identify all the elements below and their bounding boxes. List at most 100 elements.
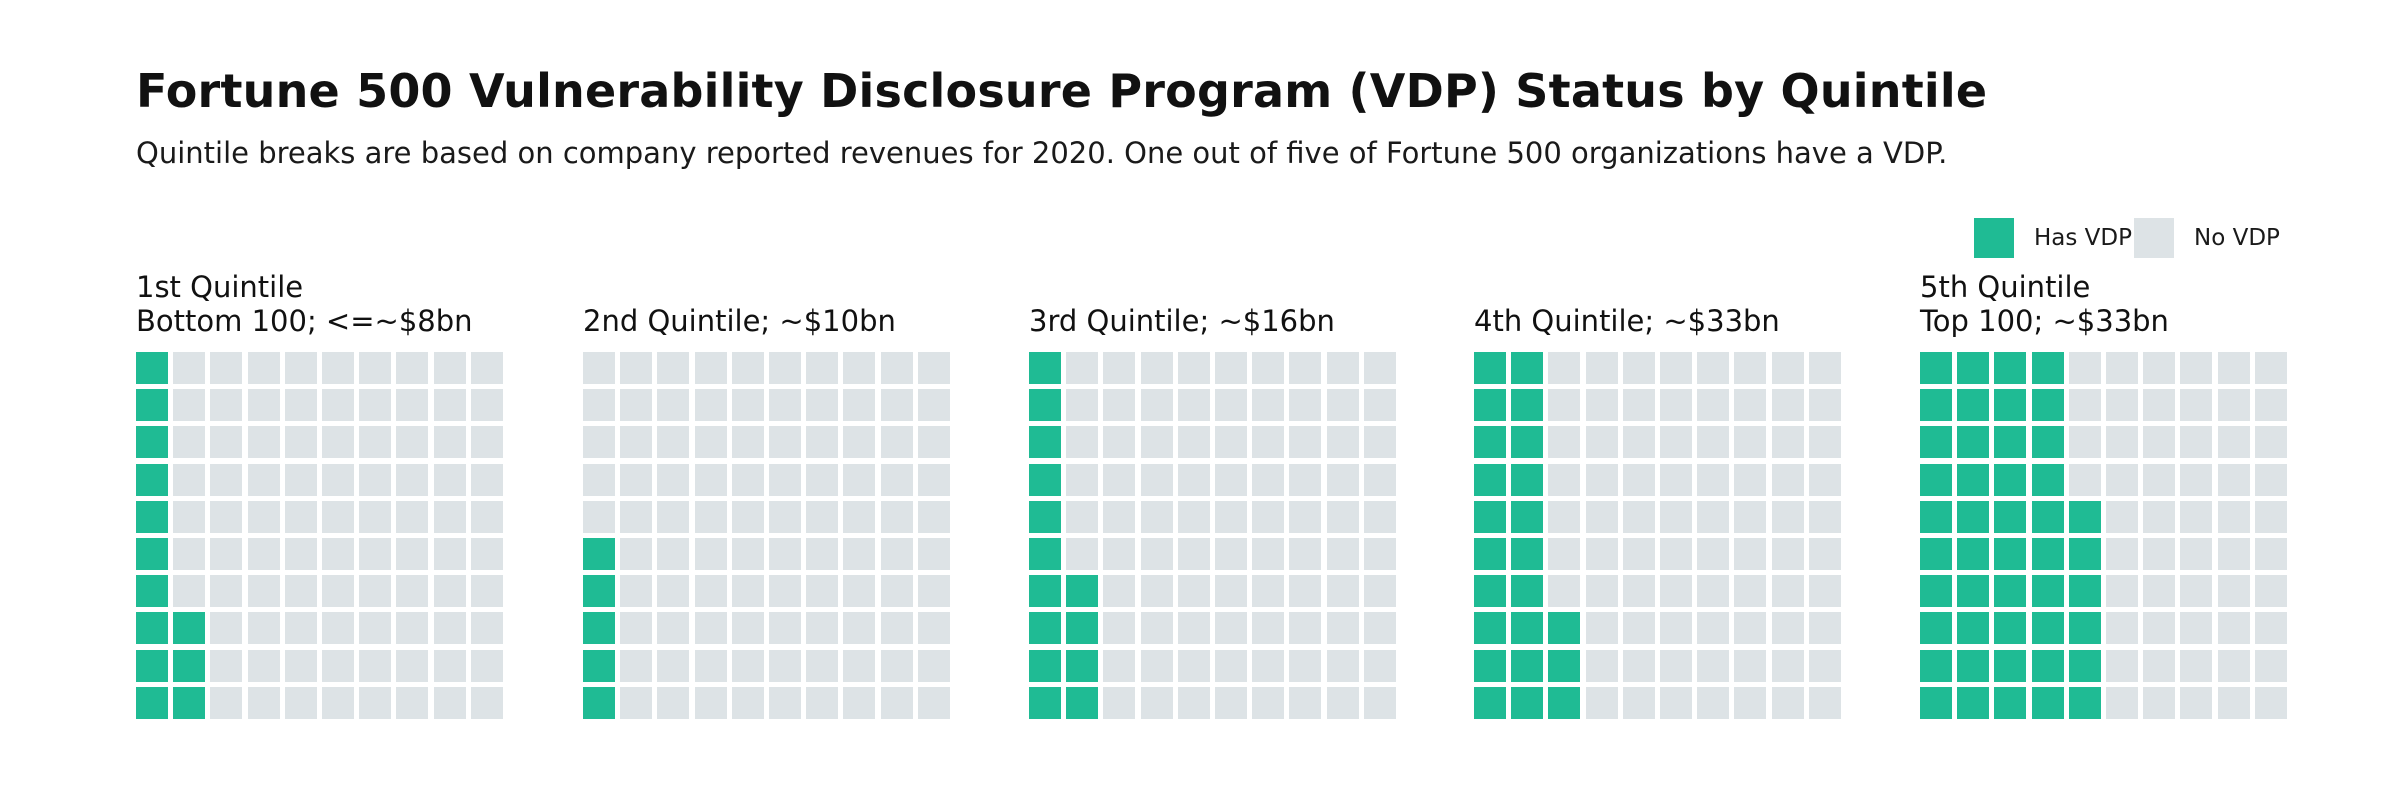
waffle-cell-no-vdp xyxy=(1697,575,1730,608)
waffle-cell-no-vdp xyxy=(806,686,839,719)
waffle-cell-has-vdp xyxy=(136,352,168,384)
waffle-cell-no-vdp xyxy=(1140,463,1173,496)
waffle-cell-no-vdp xyxy=(284,389,317,422)
waffle-cell-no-vdp xyxy=(284,686,317,719)
panel-heading: 5th Quintile Top 100; ~$33bn xyxy=(1920,270,2300,342)
waffle-cell-no-vdp xyxy=(1622,538,1655,570)
waffle-cell-no-vdp xyxy=(247,500,280,533)
waffle-cell-no-vdp xyxy=(322,500,354,533)
waffle-cell-no-vdp xyxy=(2217,463,2250,496)
waffle-cell-no-vdp xyxy=(173,426,206,459)
waffle-cell-no-vdp xyxy=(1103,575,1136,608)
waffle-cell-has-vdp xyxy=(1474,500,1506,533)
waffle-cell-no-vdp xyxy=(880,649,913,682)
waffle-cell-has-vdp xyxy=(1029,612,1061,645)
waffle-cell-no-vdp xyxy=(657,686,690,719)
waffle-cell-no-vdp xyxy=(2106,649,2138,682)
waffle-cell-no-vdp xyxy=(433,686,466,719)
waffle-cell-no-vdp xyxy=(657,463,690,496)
waffle-cell-no-vdp xyxy=(433,389,466,422)
waffle-cell-no-vdp xyxy=(210,500,243,533)
waffle-cell-no-vdp xyxy=(694,389,727,422)
waffle-cell-no-vdp xyxy=(657,575,690,608)
waffle-cell-no-vdp xyxy=(657,500,690,533)
waffle-cell-no-vdp xyxy=(2254,500,2287,533)
waffle-cell-no-vdp xyxy=(2217,649,2250,682)
waffle-cell-no-vdp xyxy=(917,389,950,422)
waffle-cell-has-vdp xyxy=(1029,686,1061,719)
waffle-cell-has-vdp xyxy=(2068,649,2101,682)
waffle-cell-no-vdp xyxy=(470,352,503,384)
waffle-cell-no-vdp xyxy=(2143,649,2176,682)
waffle-cell-no-vdp xyxy=(1585,500,1618,533)
waffle-cell-no-vdp xyxy=(1103,352,1136,384)
waffle-cell-no-vdp xyxy=(1103,500,1136,533)
waffle-cell-no-vdp xyxy=(769,686,801,719)
waffle-cell-no-vdp xyxy=(917,426,950,459)
waffle-cell-has-vdp xyxy=(1029,575,1061,608)
panel-heading: 4th Quintile; ~$33bn xyxy=(1474,270,1854,342)
waffle-cell-no-vdp xyxy=(433,426,466,459)
waffle-cell-no-vdp xyxy=(583,352,615,384)
waffle-cell-no-vdp xyxy=(1697,352,1730,384)
waffle-cell-no-vdp xyxy=(1660,500,1692,533)
waffle-cell-no-vdp xyxy=(1734,686,1767,719)
waffle-grid xyxy=(136,352,506,722)
waffle-cell-no-vdp xyxy=(1215,500,1247,533)
waffle-cell-no-vdp xyxy=(769,649,801,682)
waffle-cell-no-vdp xyxy=(917,463,950,496)
waffle-cell-no-vdp xyxy=(173,500,206,533)
waffle-cell-no-vdp xyxy=(769,463,801,496)
waffle-cell-no-vdp xyxy=(1660,352,1692,384)
waffle-cell-has-vdp xyxy=(136,575,168,608)
waffle-cell-no-vdp xyxy=(1140,500,1173,533)
waffle-cell-no-vdp xyxy=(2143,538,2176,570)
waffle-cell-no-vdp xyxy=(1326,686,1359,719)
waffle-cell-has-vdp xyxy=(1511,426,1544,459)
waffle-cell-has-vdp xyxy=(1474,463,1506,496)
waffle-cell-no-vdp xyxy=(843,463,876,496)
waffle-cell-no-vdp xyxy=(247,352,280,384)
waffle-cell-no-vdp xyxy=(694,686,727,719)
waffle-grid xyxy=(583,352,953,722)
waffle-cell-has-vdp xyxy=(1994,389,2027,422)
waffle-cell-no-vdp xyxy=(917,612,950,645)
waffle-cell-no-vdp xyxy=(2180,538,2213,570)
panel-heading: 3rd Quintile; ~$16bn xyxy=(1029,270,1409,342)
waffle-cell-no-vdp xyxy=(2254,352,2287,384)
waffle-cell-no-vdp xyxy=(880,389,913,422)
waffle-cell-no-vdp xyxy=(1660,426,1692,459)
waffle-cell-no-vdp xyxy=(2106,500,2138,533)
waffle-cell-no-vdp xyxy=(806,649,839,682)
waffle-cell-no-vdp xyxy=(470,538,503,570)
waffle-cell-no-vdp xyxy=(322,612,354,645)
waffle-cell-no-vdp xyxy=(2106,575,2138,608)
waffle-cell-no-vdp xyxy=(173,389,206,422)
waffle-cell-no-vdp xyxy=(1660,649,1692,682)
waffle-cell-has-vdp xyxy=(1920,686,1952,719)
waffle-cell-has-vdp xyxy=(1511,463,1544,496)
waffle-cell-no-vdp xyxy=(1252,352,1285,384)
waffle-cell-no-vdp xyxy=(210,538,243,570)
waffle-cell-no-vdp xyxy=(322,352,354,384)
waffle-cell-no-vdp xyxy=(2180,500,2213,533)
waffle-cell-no-vdp xyxy=(1585,612,1618,645)
waffle-cell-no-vdp xyxy=(1808,426,1841,459)
waffle-cell-no-vdp xyxy=(1771,575,1804,608)
waffle-cell-no-vdp xyxy=(470,649,503,682)
waffle-cell-no-vdp xyxy=(1140,538,1173,570)
waffle-cell-no-vdp xyxy=(1622,426,1655,459)
waffle-cell-has-vdp xyxy=(1994,612,2027,645)
waffle-cell-no-vdp xyxy=(806,538,839,570)
waffle-cell-no-vdp xyxy=(470,612,503,645)
waffle-cell-no-vdp xyxy=(1289,463,1322,496)
waffle-cell-no-vdp xyxy=(2217,426,2250,459)
waffle-cell-no-vdp xyxy=(1363,352,1396,384)
waffle-cell-has-vdp xyxy=(583,612,615,645)
waffle-cell-has-vdp xyxy=(1474,352,1506,384)
waffle-cell-no-vdp xyxy=(2143,500,2176,533)
waffle-cell-no-vdp xyxy=(1215,352,1247,384)
waffle-cell-no-vdp xyxy=(396,612,429,645)
waffle-cell-has-vdp xyxy=(1957,575,1990,608)
waffle-cell-has-vdp xyxy=(1920,575,1952,608)
